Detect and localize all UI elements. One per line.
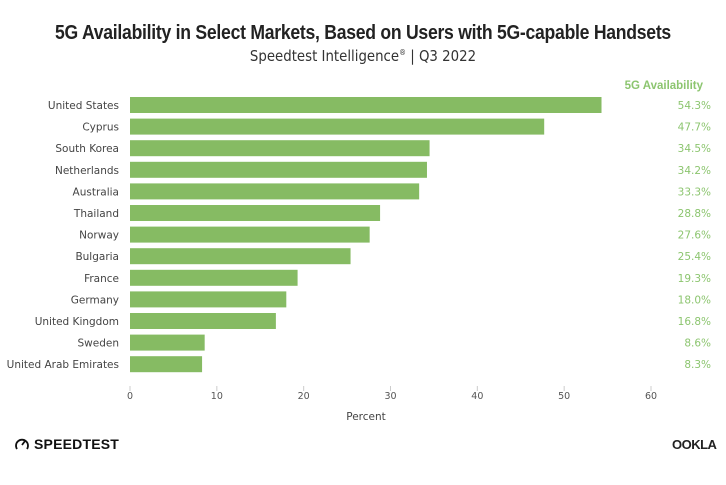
registered-mark: ® bbox=[399, 47, 406, 57]
bar bbox=[130, 334, 205, 351]
tick-label: 50 bbox=[558, 391, 570, 402]
tick-label: 0 bbox=[127, 391, 133, 402]
subtitle-period: | Q3 2022 bbox=[405, 47, 477, 65]
category-label: France bbox=[84, 273, 119, 285]
data-label: 25.4% bbox=[678, 251, 711, 263]
category-labels: United States Cyprus South Korea Netherland… bbox=[7, 100, 119, 371]
speedtest-wordmark: SPEEDTEST bbox=[34, 436, 120, 452]
tick-label: 60 bbox=[645, 391, 657, 402]
tick-label: 10 bbox=[211, 391, 223, 402]
data-label: 8.6% bbox=[684, 338, 711, 350]
bar bbox=[130, 118, 545, 135]
category-label: Germany bbox=[71, 294, 119, 306]
chart-subtitle: Speedtest Intelligence® | Q3 2022 bbox=[51, 47, 675, 65]
ookla-logo: OOKLA bbox=[672, 437, 717, 452]
category-label: United Arab Emirates bbox=[7, 359, 119, 371]
data-label: 34.5% bbox=[678, 143, 711, 155]
bar bbox=[130, 291, 287, 308]
x-axis-ticks: 0 10 20 30 40 50 60 bbox=[127, 386, 657, 402]
category-label: Cyprus bbox=[82, 122, 119, 134]
value-column-header: 5G Availability bbox=[625, 80, 704, 92]
bar bbox=[130, 205, 381, 221]
category-label: Thailand bbox=[73, 208, 119, 220]
bar bbox=[130, 161, 427, 178]
data-label: 33.3% bbox=[678, 186, 711, 198]
data-label: 19.3% bbox=[678, 273, 711, 285]
category-label: Netherlands bbox=[55, 165, 119, 177]
bar-chart: 5G Availability United States Cyprus South… bbox=[7, 80, 711, 423]
bar bbox=[130, 97, 602, 113]
tick-label: 40 bbox=[471, 391, 483, 402]
category-label: United States bbox=[48, 100, 119, 112]
category-label: United Kingdom bbox=[35, 316, 119, 328]
bar bbox=[130, 313, 276, 329]
category-label: Sweden bbox=[78, 338, 120, 350]
subtitle-source: Speedtest Intelligence bbox=[249, 47, 400, 65]
category-label: Australia bbox=[73, 186, 119, 198]
bar bbox=[130, 248, 351, 265]
data-label: 34.2% bbox=[678, 165, 711, 177]
data-label: 8.3% bbox=[684, 359, 711, 371]
gauge-icon bbox=[15, 438, 29, 450]
x-axis-title: Percent bbox=[346, 411, 386, 423]
speedtest-logo: SPEEDTEST bbox=[14, 436, 119, 452]
data-label: 47.7% bbox=[678, 122, 711, 134]
data-label: 27.6% bbox=[678, 230, 711, 242]
bar bbox=[130, 356, 203, 373]
chart-title: 5G Availability in Select Markets, Based… bbox=[55, 22, 671, 44]
bar bbox=[130, 269, 298, 286]
bar bbox=[130, 183, 420, 200]
data-label: 18.0% bbox=[678, 294, 711, 306]
category-label: Norway bbox=[79, 230, 119, 242]
bar bbox=[130, 226, 370, 243]
tick-label: 20 bbox=[298, 391, 310, 402]
data-label: 28.8% bbox=[678, 208, 711, 220]
category-label: South Korea bbox=[55, 143, 119, 155]
data-label: 16.8% bbox=[678, 316, 711, 328]
category-label: Bulgaria bbox=[75, 251, 119, 263]
bar bbox=[130, 140, 430, 157]
value-labels: 54.3% 47.7% 34.5% 34.2% 33.3% 28.8% 27.6% 25.4%… bbox=[678, 100, 711, 371]
tick-label: 30 bbox=[384, 391, 396, 402]
data-label: 54.3% bbox=[678, 100, 711, 112]
bars-group bbox=[130, 97, 602, 373]
